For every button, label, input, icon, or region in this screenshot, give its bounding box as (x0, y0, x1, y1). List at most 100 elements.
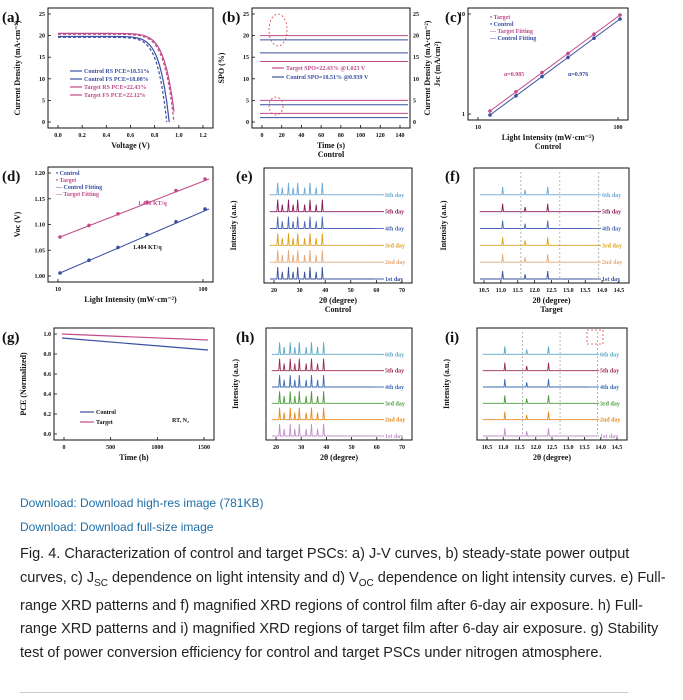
x-tick-label: 70 (399, 445, 405, 451)
y-tick-label: 1.10 (35, 223, 46, 229)
legend-label: Control SPO=18.51% @0.939 V (286, 75, 369, 81)
xrd-pattern (482, 395, 561, 404)
data-point (540, 74, 544, 79)
annotation-slope: 1.466 KT/q (138, 201, 167, 207)
x-tick-label: 0.0 (54, 133, 62, 139)
data-point (514, 94, 518, 98)
xrd-pattern (479, 203, 561, 213)
caption-divider (20, 692, 628, 693)
y-tick-label: 15 (39, 55, 45, 61)
xrd-pattern (272, 423, 348, 437)
x-tick-label: 13.5 (580, 288, 591, 294)
x-axis-label: Time (s) (317, 141, 345, 150)
y-tick-label: 20 (39, 34, 45, 40)
download-links: Download: Download high-res image (781KB… (20, 491, 263, 539)
x-tick-label: 12.0 (529, 288, 540, 294)
day-label: 5th day (385, 210, 404, 216)
data-point (488, 109, 492, 113)
x-axis-label: Time (h) (119, 453, 149, 462)
data-point (514, 90, 518, 94)
x-tick-label: 100 (199, 287, 208, 293)
xrd-pattern (482, 362, 561, 372)
y-axis-label: PCE (Normalized) (19, 352, 28, 416)
fit-line (59, 178, 210, 238)
download-full-size-link[interactable]: Download: Download full-size image (20, 520, 214, 534)
legend-label: • Control (56, 171, 80, 177)
x-tick-label: 20 (279, 133, 285, 139)
y-tick-label: 25 (243, 12, 249, 18)
xrd-pattern (270, 216, 347, 229)
day-label: 3rd day (385, 243, 405, 249)
xrd-pattern (269, 182, 347, 196)
legend-label: Control (96, 410, 116, 416)
x-tick-label: 11.5 (513, 288, 523, 294)
legend-label: — Target Fitting (55, 192, 99, 198)
figure-4: (a) 0.0 0.2 0.4 0.6 0.8 1.0 1.2 0 5 10 15 20 25 Voltag… (2, 7, 630, 462)
day-label: 1st day (385, 277, 403, 283)
y-axis-label: Intensity (a.u.) (229, 200, 238, 250)
y-tick-label: 0.6 (44, 372, 52, 378)
condition-label: RT, N₂ (172, 418, 189, 424)
data-point (203, 207, 207, 211)
day-label: 4th day (600, 385, 619, 391)
data-point (58, 271, 62, 275)
x-tick-label: 14.0 (596, 445, 607, 451)
panel-frame (53, 327, 215, 441)
annotation-slope: 1.484 KT/q (133, 245, 162, 251)
xrd-pattern (482, 411, 561, 421)
y-tick-label: 1.15 (35, 197, 46, 203)
y-tick-label-right: 0 (413, 120, 416, 126)
y-tick-label: 1.05 (35, 248, 46, 254)
legend-label: Target RS PCE=22.43% (84, 85, 146, 91)
x-tick-label: 10.5 (482, 445, 493, 451)
x-tick-label: 14.5 (612, 445, 623, 451)
x-tick-label: 1000 (151, 445, 163, 451)
y-tick-label: 0 (42, 120, 45, 126)
panel-letter: (f) (445, 169, 460, 185)
day-label: 6th day (602, 193, 621, 199)
xrd-pattern (271, 358, 348, 372)
xrd-pattern (483, 378, 561, 388)
x-tick-label: 10.5 (479, 288, 490, 294)
xrd-pattern (480, 270, 561, 280)
x-tick-label: 0.2 (78, 133, 86, 139)
day-label: 3rd day (600, 401, 620, 407)
legend-label: Control FS PCE=18.08% (84, 77, 149, 83)
data-point (566, 51, 570, 56)
y-axis-label-right: Current Density (mA·cm⁻²) (423, 20, 432, 115)
day-label: 3rd day (385, 401, 405, 407)
caption-mid: dependence on light intensity and d) V (108, 569, 359, 586)
highlight-ellipse (268, 96, 284, 116)
x-tick-label: 0.6 (127, 133, 135, 139)
data-point (174, 188, 178, 193)
figure-canvas: (a)0.0 0.2 0.4 0.6 0.8 1.0 1.20510152025Voltag… (2, 7, 630, 462)
x-axis-sublabel: Control (318, 150, 345, 159)
y-tick-label: 0.4 (44, 392, 52, 398)
caption-tail: dependence on light intensity curves. e)… (20, 569, 666, 661)
download-high-res-link[interactable]: Download: Download high-res image (781KB… (20, 496, 264, 510)
day-label: 2nd day (385, 260, 406, 266)
legend-label: — Control Fitting (489, 36, 536, 42)
x-tick-label: 13.0 (563, 445, 574, 451)
jv-curve (58, 33, 175, 123)
legend-label: • Target (490, 15, 510, 21)
y-tick-label: 10 (243, 77, 249, 83)
x-axis-label: 2θ (degree) (533, 453, 571, 462)
xrd-pattern (269, 199, 347, 213)
panel-frame (467, 7, 629, 121)
day-label: 1st day (600, 434, 618, 440)
data-point (203, 177, 207, 181)
data-point (592, 36, 596, 40)
x-tick-label: 12.5 (546, 288, 557, 294)
xrd-pattern (483, 427, 561, 437)
y-tick-label: 1.00 (35, 274, 46, 280)
data-point (618, 13, 622, 17)
day-label: 5th day (385, 369, 404, 375)
x-tick-label: 140 (396, 133, 405, 139)
day-label: 6th day (385, 352, 404, 358)
x-tick-label: 10 (55, 287, 61, 293)
data-point (87, 223, 91, 228)
x-axis-sublabel: Control (325, 305, 352, 314)
x-tick-label: 0.4 (103, 133, 111, 139)
caption-sub-oc: OC (358, 577, 374, 589)
